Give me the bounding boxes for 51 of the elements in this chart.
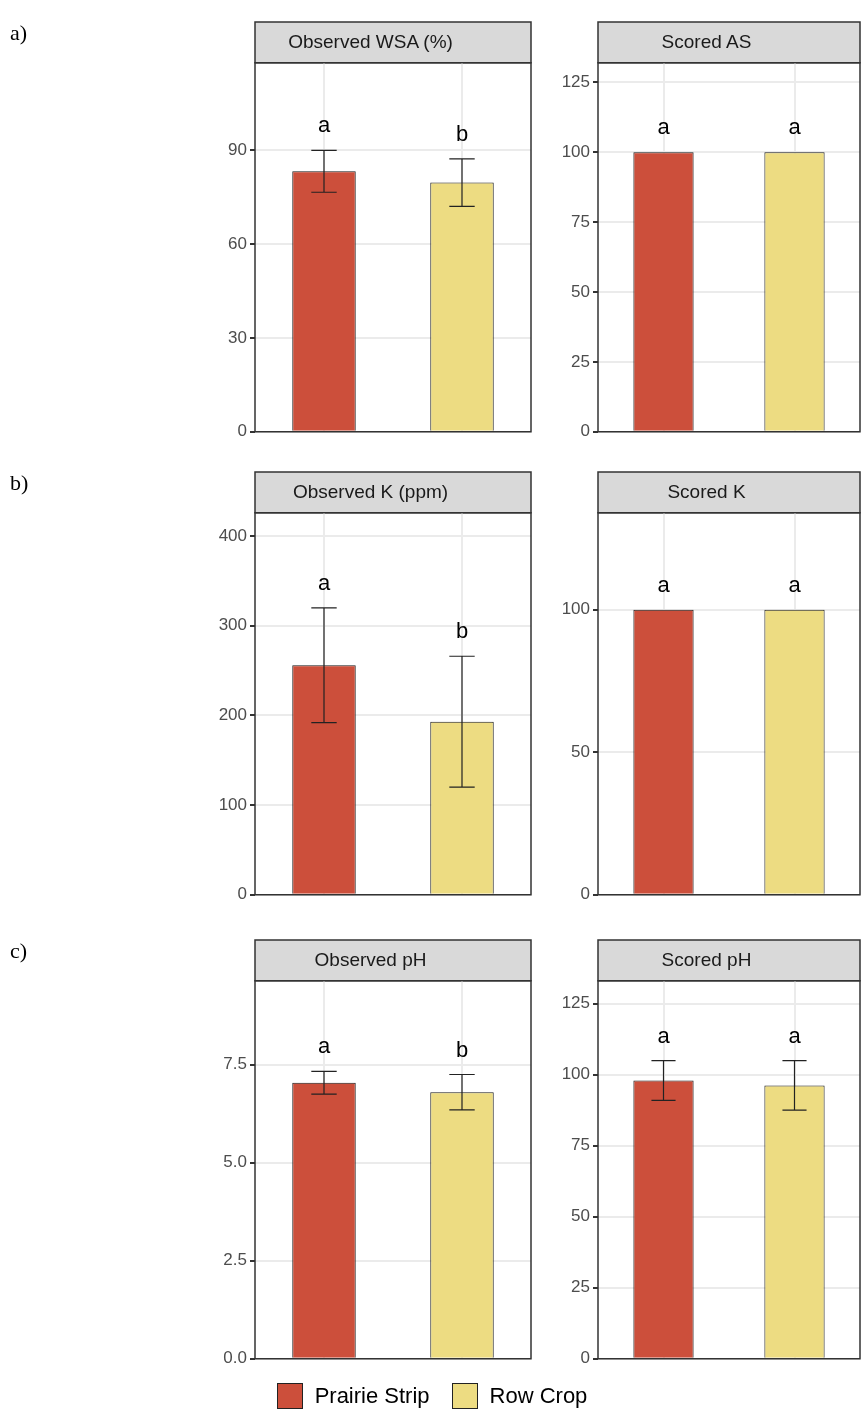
y-tick-label: 0: [237, 421, 247, 441]
annotation: b: [455, 618, 469, 644]
text: a): [10, 20, 28, 46]
y-tick-label: 0.0: [223, 1348, 247, 1368]
y-tick-label: 0: [580, 421, 590, 441]
y-tick-label: 60: [228, 233, 247, 253]
y-tick-label: 200: [218, 705, 247, 725]
y-tick-label: 100: [561, 599, 590, 619]
chart-title: Scored K: [667, 480, 746, 502]
y-tick-label: 25: [571, 351, 590, 371]
annotation: b: [455, 120, 469, 146]
annotation: a: [657, 1022, 671, 1048]
y-tick-label: 2.5: [223, 1250, 247, 1270]
y-tick-label: 125: [561, 72, 590, 92]
y-tick-label: 100: [561, 1064, 590, 1084]
y-tick-label: 50: [571, 741, 590, 761]
y-tick-label: 100: [561, 141, 590, 161]
annotation: a: [657, 114, 671, 140]
y-tick-label: 90: [228, 140, 247, 160]
chart-title: Scored pH: [661, 948, 752, 970]
y-tick-label: 400: [218, 525, 247, 545]
y-tick-label: 300: [218, 615, 247, 635]
chart-title: Scored AS: [661, 30, 752, 52]
annotation: a: [317, 569, 331, 595]
annotation: b: [455, 1036, 469, 1062]
annotation: a: [657, 571, 671, 597]
annotation: a: [788, 571, 802, 597]
y-tick-label: 0: [580, 1348, 590, 1368]
annotation: a: [317, 112, 331, 138]
y-tick-label: 100: [218, 794, 247, 814]
y-tick-label: 25: [571, 1277, 590, 1297]
y-tick-label: 75: [571, 211, 590, 231]
annotation: a: [317, 1033, 331, 1059]
text: b): [10, 470, 29, 496]
y-tick-label: 30: [228, 327, 247, 347]
annotation: a: [788, 1022, 802, 1048]
y-tick-label: 0: [237, 884, 247, 904]
chart-title: Observed WSA (%): [288, 30, 453, 52]
annotation: a: [788, 114, 802, 140]
y-tick-label: 50: [571, 281, 590, 301]
chart-title: Observed K (ppm): [292, 480, 449, 502]
chart-title: Observed pH: [314, 948, 427, 970]
legend-label: Prairie Strip: [314, 1383, 430, 1409]
text: c): [10, 938, 28, 964]
y-tick-label: 5.0: [223, 1152, 247, 1172]
y-tick-label: 75: [571, 1135, 590, 1155]
y-tick-label: 50: [571, 1206, 590, 1226]
y-tick-label: 125: [561, 993, 590, 1013]
y-tick-label: 7.5: [223, 1054, 247, 1074]
legend-label: Row Crop: [489, 1383, 588, 1409]
y-tick-label: 0: [580, 884, 590, 904]
